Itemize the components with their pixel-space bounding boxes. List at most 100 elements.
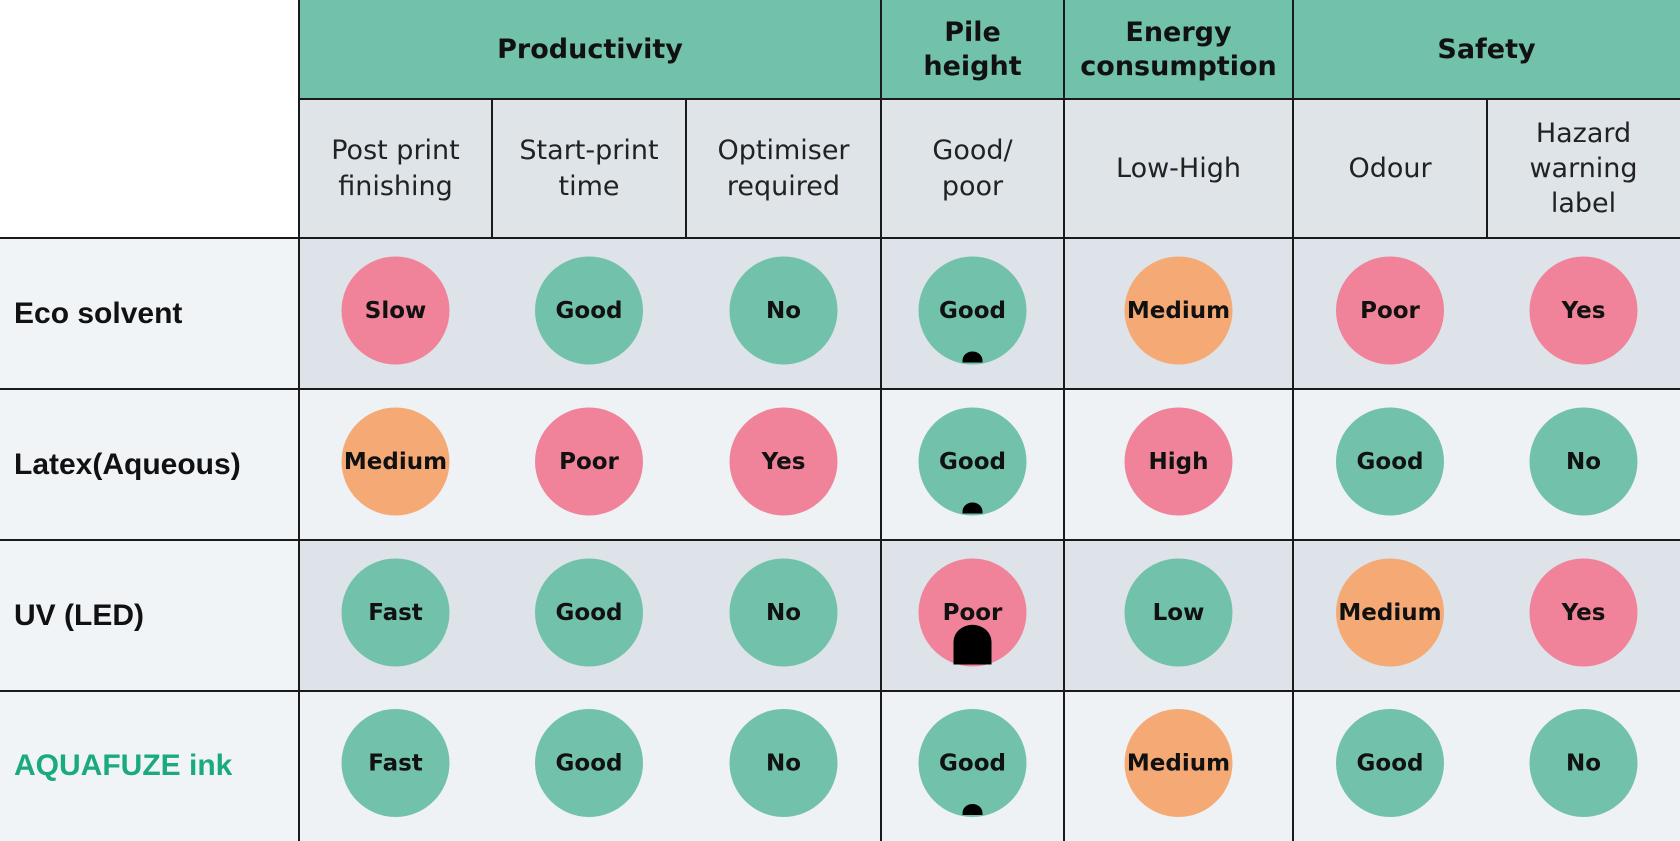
- status-text: No: [766, 751, 801, 777]
- column-header-text: Odour: [1348, 152, 1432, 184]
- status-text: No: [1566, 751, 1601, 777]
- column-divider: [880, 0, 882, 841]
- column-header: Post print finishing: [299, 99, 492, 238]
- column-divider: [491, 99, 493, 238]
- status-badge: [729, 709, 838, 817]
- group-header-text: Safety: [1437, 33, 1536, 65]
- status-badge: [918, 558, 1027, 667]
- row-divider: [0, 388, 1680, 390]
- status-text: Medium: [1338, 600, 1441, 626]
- column-header-text: Start-print time: [519, 135, 659, 202]
- status-text: No: [766, 298, 801, 324]
- status-badge: [918, 256, 1027, 365]
- column-divider: [298, 0, 300, 841]
- column-header-text: Post print finishing: [331, 135, 460, 202]
- status-badge: [1529, 709, 1638, 817]
- status-badge: [535, 407, 643, 516]
- status-text: Poor: [559, 449, 619, 475]
- status-badge: [729, 407, 838, 516]
- status-text: Yes: [1561, 600, 1606, 626]
- status-badge: [535, 709, 643, 817]
- row-label-text: UV (LED): [14, 598, 144, 632]
- column-header: Optimiser required: [686, 99, 881, 238]
- status-text: Fast: [368, 600, 423, 626]
- status-badge: [341, 709, 450, 817]
- status-text: Medium: [1127, 751, 1230, 777]
- group-header: Energy consumption: [1064, 0, 1293, 99]
- column-header: Good/ poor: [881, 99, 1064, 238]
- column-divider: [1063, 0, 1065, 841]
- status-text: Slow: [365, 298, 427, 324]
- status-text: Yes: [1561, 298, 1606, 324]
- status-badge: [1336, 558, 1444, 667]
- row-label: Eco solvent: [0, 238, 299, 389]
- status-text: Medium: [1127, 298, 1230, 324]
- status-text: Good: [1357, 449, 1424, 475]
- group-header-text: Pile height: [923, 16, 1022, 82]
- pile-icon: [962, 351, 983, 363]
- row-divider: [0, 237, 1680, 239]
- status-badge: [1529, 407, 1638, 516]
- status-text: No: [766, 600, 801, 626]
- row-label-text: AQUAFUZE ink: [14, 749, 233, 782]
- status-badge: [1336, 256, 1444, 365]
- status-badge: [1124, 256, 1233, 365]
- pile-icon: [953, 624, 992, 665]
- column-divider: [1292, 0, 1294, 841]
- status-badge: [1124, 709, 1233, 817]
- column-header: Low-High: [1064, 99, 1293, 238]
- row-label-text: Eco solvent: [14, 296, 183, 330]
- status-text: Good: [556, 751, 623, 777]
- status-badge: [1124, 407, 1233, 516]
- status-badge: [341, 256, 450, 365]
- column-header-text: Hazard warning label: [1529, 117, 1638, 220]
- row-divider: [299, 98, 1680, 100]
- status-text: Medium: [344, 449, 447, 475]
- status-text: Good: [939, 298, 1006, 324]
- group-header: Productivity: [299, 0, 881, 99]
- status-text: Yes: [761, 449, 806, 475]
- status-badge: [341, 407, 450, 516]
- status-text: Fast: [368, 751, 423, 777]
- status-badge: [1124, 558, 1233, 667]
- status-text: Good: [1357, 751, 1424, 777]
- group-header-text: Productivity: [497, 33, 683, 65]
- column-divider: [1486, 99, 1488, 238]
- status-text: Good: [939, 449, 1006, 475]
- status-text: Poor: [943, 600, 1003, 626]
- pile-icon: [962, 804, 983, 815]
- status-badge: [1336, 709, 1444, 817]
- group-header: Safety: [1293, 0, 1680, 99]
- column-header-text: Good/ poor: [932, 135, 1013, 202]
- status-badge: [535, 256, 643, 365]
- status-badge: [1529, 256, 1638, 365]
- group-header-text: Energy consumption: [1080, 16, 1277, 82]
- pile-icon: [962, 502, 983, 514]
- status-badge: [729, 558, 838, 667]
- column-header: Hazard warning label: [1487, 99, 1680, 238]
- status-badge: [729, 256, 838, 365]
- column-header-text: Low-High: [1116, 152, 1241, 184]
- status-badge: [1336, 407, 1444, 516]
- status-badge: [341, 558, 450, 667]
- status-badge: [918, 709, 1027, 817]
- status-badge: [535, 558, 643, 667]
- column-header: Start-print time: [492, 99, 686, 238]
- status-badge: [918, 407, 1027, 516]
- row-label: Latex(Aqueous): [0, 389, 299, 540]
- row-divider: [0, 539, 1680, 541]
- column-divider: [685, 99, 687, 238]
- row-label-text: Latex(Aqueous): [14, 447, 241, 481]
- status-text: Good: [556, 298, 623, 324]
- status-text: Low: [1153, 600, 1205, 626]
- status-badge: [1529, 558, 1638, 667]
- row-divider: [0, 690, 1680, 692]
- status-text: Good: [939, 751, 1006, 777]
- status-text: Good: [556, 600, 623, 626]
- row-label: UV (LED): [0, 540, 299, 691]
- row-label: AQUAFUZE ink: [0, 691, 299, 841]
- status-text: High: [1149, 449, 1209, 475]
- status-text: No: [1566, 449, 1601, 475]
